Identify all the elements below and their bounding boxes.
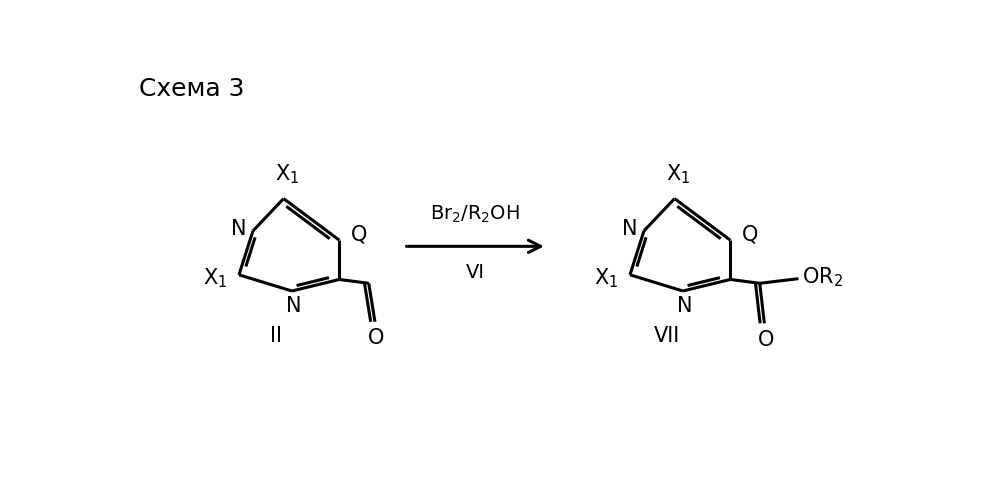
Text: VII: VII	[653, 326, 680, 345]
Text: Q: Q	[351, 224, 368, 244]
Text: N: N	[231, 218, 247, 238]
Text: Схема 3: Схема 3	[139, 77, 245, 101]
Text: X$_1$: X$_1$	[276, 162, 300, 186]
Text: X$_1$: X$_1$	[203, 267, 228, 290]
Text: O: O	[369, 328, 385, 348]
Text: N: N	[676, 296, 692, 316]
Text: N: N	[622, 218, 637, 238]
Text: OR$_2$: OR$_2$	[802, 266, 843, 289]
Text: N: N	[286, 296, 302, 316]
Text: O: O	[758, 330, 774, 349]
Text: X$_1$: X$_1$	[594, 267, 618, 290]
Text: II: II	[270, 326, 282, 345]
Text: Br$_2$/R$_2$OH: Br$_2$/R$_2$OH	[431, 204, 520, 225]
Text: X$_1$: X$_1$	[666, 162, 690, 186]
Text: Q: Q	[742, 224, 758, 244]
Text: VI: VI	[466, 264, 485, 282]
